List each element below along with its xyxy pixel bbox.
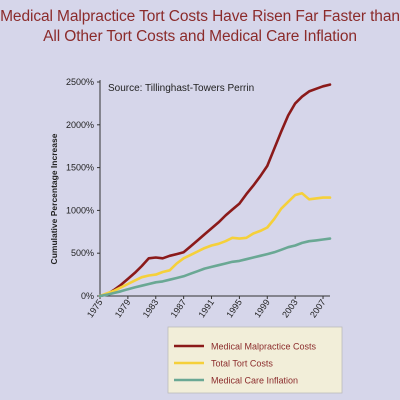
chart-axes bbox=[99, 80, 330, 297]
x-tick-label: 1979 bbox=[113, 297, 133, 319]
x-tick-label: 1987 bbox=[169, 297, 189, 319]
legend-label-medical-care-inflation: Medical Care Inflation bbox=[211, 376, 298, 386]
x-tick-label: 1995 bbox=[224, 297, 244, 319]
y-tick-label: 2000% bbox=[66, 120, 94, 130]
y-tick-label: 1500% bbox=[66, 163, 94, 173]
y-tick-label: 1000% bbox=[66, 205, 94, 215]
legend-label-medical-malpractice-costs: Medical Malpractice Costs bbox=[211, 342, 317, 352]
legend-box bbox=[167, 326, 343, 394]
y-tick-label: 500% bbox=[71, 248, 94, 258]
series-line-total-tort-costs bbox=[98, 192, 332, 298]
legend-label-total-tort-costs: Total Tort Costs bbox=[211, 359, 273, 369]
chart-legend: Medical Malpractice Costs Total Tort Cost… bbox=[167, 326, 343, 394]
source-note: Source: Tillinghast-Towers Perrin bbox=[108, 83, 254, 94]
chart-title-line-2: All Other Tort Costs and Medical Care In… bbox=[43, 28, 357, 45]
y-axis-label: Cumulative Percentage Increase bbox=[49, 133, 59, 264]
x-tick-label: 2007 bbox=[308, 297, 328, 319]
y-tick-label: 2500% bbox=[66, 77, 94, 87]
x-tick-label: 1983 bbox=[141, 297, 161, 319]
series-line-medical-care-inflation bbox=[98, 237, 332, 298]
chart-series bbox=[98, 83, 332, 298]
x-tick-label: 1991 bbox=[196, 297, 216, 319]
chart-title-line-1: Medical Malpractice Tort Costs Have Rise… bbox=[0, 8, 400, 25]
y-tick-label: 0% bbox=[81, 291, 94, 301]
series-line-medical-malpractice-costs bbox=[98, 83, 332, 298]
x-tick-label: 1999 bbox=[252, 297, 272, 319]
x-tick-label: 2003 bbox=[280, 297, 300, 319]
